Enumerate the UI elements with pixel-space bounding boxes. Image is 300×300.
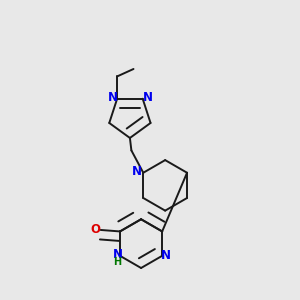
Text: N: N xyxy=(112,248,123,261)
Text: N: N xyxy=(107,91,117,104)
Text: N: N xyxy=(132,165,142,178)
Text: O: O xyxy=(91,224,100,236)
Text: N: N xyxy=(142,91,152,104)
Text: H: H xyxy=(113,257,122,267)
Text: N: N xyxy=(161,249,171,262)
